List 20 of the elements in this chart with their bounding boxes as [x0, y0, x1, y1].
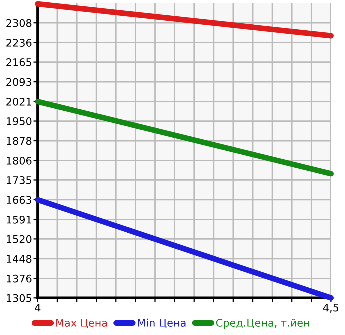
- y-tick-label: 1663: [7, 196, 32, 204]
- y-tick-label: 1806: [7, 156, 32, 165]
- y-tick-label: 1520: [7, 235, 32, 244]
- x-tick-label: 4: [35, 304, 41, 312]
- y-tick-label: 1950: [7, 117, 32, 126]
- legend-label: Min Цена: [138, 318, 186, 328]
- y-tick-label: 1735: [7, 176, 32, 184]
- y-tick-label: 1376: [7, 274, 32, 283]
- y-tick-label: 2236: [6, 39, 32, 47]
- y-tick-label: 1591: [7, 216, 32, 224]
- y-tick-label: 1305: [7, 294, 32, 302]
- y-tick-label: 2308: [6, 19, 32, 28]
- legend-label: Сред.Цена, т.йен: [216, 318, 310, 329]
- y-tick-label: 2021: [6, 98, 32, 106]
- y-tick-label: 2165: [6, 58, 32, 66]
- legend-label: Max Цена: [56, 319, 108, 328]
- y-tick-label: 1448: [7, 255, 32, 264]
- x-tick-label: 4,5: [323, 304, 339, 313]
- y-tick-label: 2093: [6, 78, 32, 86]
- y-tick-label: 1878: [7, 137, 32, 146]
